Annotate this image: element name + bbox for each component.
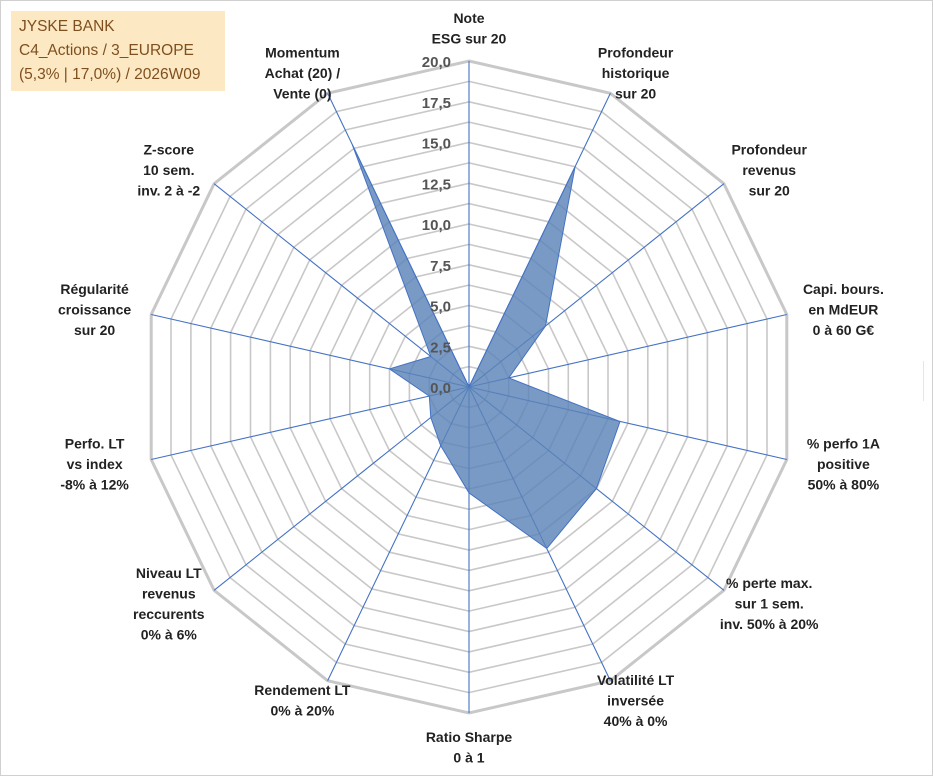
axis-label-line: Rendement LT [254, 682, 351, 698]
axis-label-line: reccurents [133, 606, 205, 622]
axis-label-line: Profondeur [598, 45, 674, 61]
axis-label-line: Profondeur [731, 141, 807, 157]
axis-label: % perte max. sur 1 sem. inv. 50% à 20% [720, 575, 819, 632]
axis-label-line: -8% à 12% [60, 477, 129, 493]
label-layer: Note ESG sur 20 Profondeur historique sur 20… [58, 10, 884, 766]
axis-label-line: inv. 2 à -2 [137, 182, 200, 198]
axis-label-line: Z-score [144, 141, 195, 157]
axis-label: Capi. bours. en MdEUR 0 à 60 G€ [803, 281, 884, 338]
axis-label-line: Achat (20) / [265, 65, 341, 81]
series-layer [351, 144, 621, 550]
info-category: C4_Actions / 3_EUROPE [19, 42, 194, 59]
axis-label: Momentum Achat (20) / Vente (0) [265, 45, 341, 102]
radial-tick-label: 7,5 [430, 258, 451, 275]
axis-label: Z-score 10 sem. inv. 2 à -2 [137, 141, 200, 198]
axis-label: Perfo. LT vs index -8% à 12% [60, 436, 129, 493]
axis-label: Niveau LT revenus reccurents 0% à 6% [133, 565, 205, 643]
axis-label-line: Perfo. LT [65, 436, 125, 452]
axis-label-line: Capi. bours. [803, 281, 884, 297]
axis-label-line: inversée [607, 692, 664, 708]
axis-label-line: 0% à 20% [270, 703, 334, 719]
axis-label: Rendement LT 0% à 20% [254, 682, 351, 719]
axis-label-line: revenus [142, 586, 196, 602]
radial-tick-label: 20,0 [422, 54, 451, 71]
axis-label-line: inv. 50% à 20% [720, 616, 819, 632]
axis-label-line: historique [602, 65, 670, 81]
axis-spoke [468, 313, 787, 388]
info-company: JYSKE BANK [19, 18, 115, 35]
radial-tick-label: 12,5 [422, 176, 451, 193]
axis-label-line: 10 sem. [143, 162, 194, 178]
axis-label: Ratio Sharpe 0 à 1 [426, 729, 513, 766]
axis-label-line: % perte max. [726, 575, 812, 591]
scrollbar-stub [923, 361, 932, 401]
axis-label: % perfo 1A positive 50% à 80% [807, 436, 880, 493]
axis-label-line: ESG sur 20 [432, 31, 507, 47]
radial-tick-label: 17,5 [422, 95, 451, 112]
axis-label-line: % perfo 1A [807, 436, 880, 452]
axis-label-line: sur 20 [74, 322, 115, 338]
axis-label-line: positive [817, 456, 870, 472]
axis-label-line: croissance [58, 301, 131, 317]
radial-tick-label: 15,0 [422, 136, 451, 153]
axis-label-line: Vente (0) [273, 86, 331, 102]
axis-label-line: 40% à 0% [604, 713, 668, 729]
axis-label: Note ESG sur 20 [432, 10, 507, 47]
info-stats: (5,3% | 17,0%) / 2026W09 [19, 66, 201, 83]
tick-layer: 0,0 2,5 5,0 7,5 10,0 12,5 15,0 17,5 20,0 [422, 54, 451, 397]
radial-tick-label: 2,5 [430, 339, 451, 356]
axis-label-line: sur 20 [749, 182, 790, 198]
axis-spoke [151, 386, 470, 461]
axis-label-line: Momentum [265, 45, 340, 61]
axis-label-line: sur 1 sem. [735, 596, 804, 612]
axis-label-line: revenus [742, 162, 796, 178]
axis-label-line: Régularité [60, 281, 129, 297]
axis-label-line: Note [453, 10, 484, 26]
axis-label: Volatilité LT inversée 40% à 0% [597, 672, 675, 729]
axis-label-line: 0% à 6% [141, 627, 198, 643]
axis-label-line: Ratio Sharpe [426, 729, 513, 745]
info-box: JYSKE BANK C4_Actions / 3_EUROPE (5,3% |… [11, 11, 225, 91]
series-area [351, 144, 621, 550]
radial-tick-label: 10,0 [422, 217, 451, 234]
axis-label-line: Niveau LT [136, 565, 202, 581]
radial-tick-label: 5,0 [430, 299, 451, 316]
radial-tick-label: 0,0 [430, 380, 451, 397]
axis-spoke [213, 386, 470, 591]
axis-label-line: sur 20 [615, 86, 656, 102]
axis-label-line: en MdEUR [808, 301, 878, 317]
axis-label-line: 50% à 80% [808, 477, 880, 493]
axis-label: Régularité croissance sur 20 [58, 281, 131, 338]
axis-label-line: 0 à 1 [453, 750, 484, 766]
axis-label-line: Volatilité LT [597, 672, 675, 688]
axis-label: Profondeur revenus sur 20 [731, 141, 807, 198]
axis-label: Profondeur historique sur 20 [598, 45, 674, 102]
axis-label-line: vs index [67, 456, 123, 472]
axis-label-line: 0 à 60 G€ [813, 322, 875, 338]
axis-spoke [213, 183, 470, 388]
